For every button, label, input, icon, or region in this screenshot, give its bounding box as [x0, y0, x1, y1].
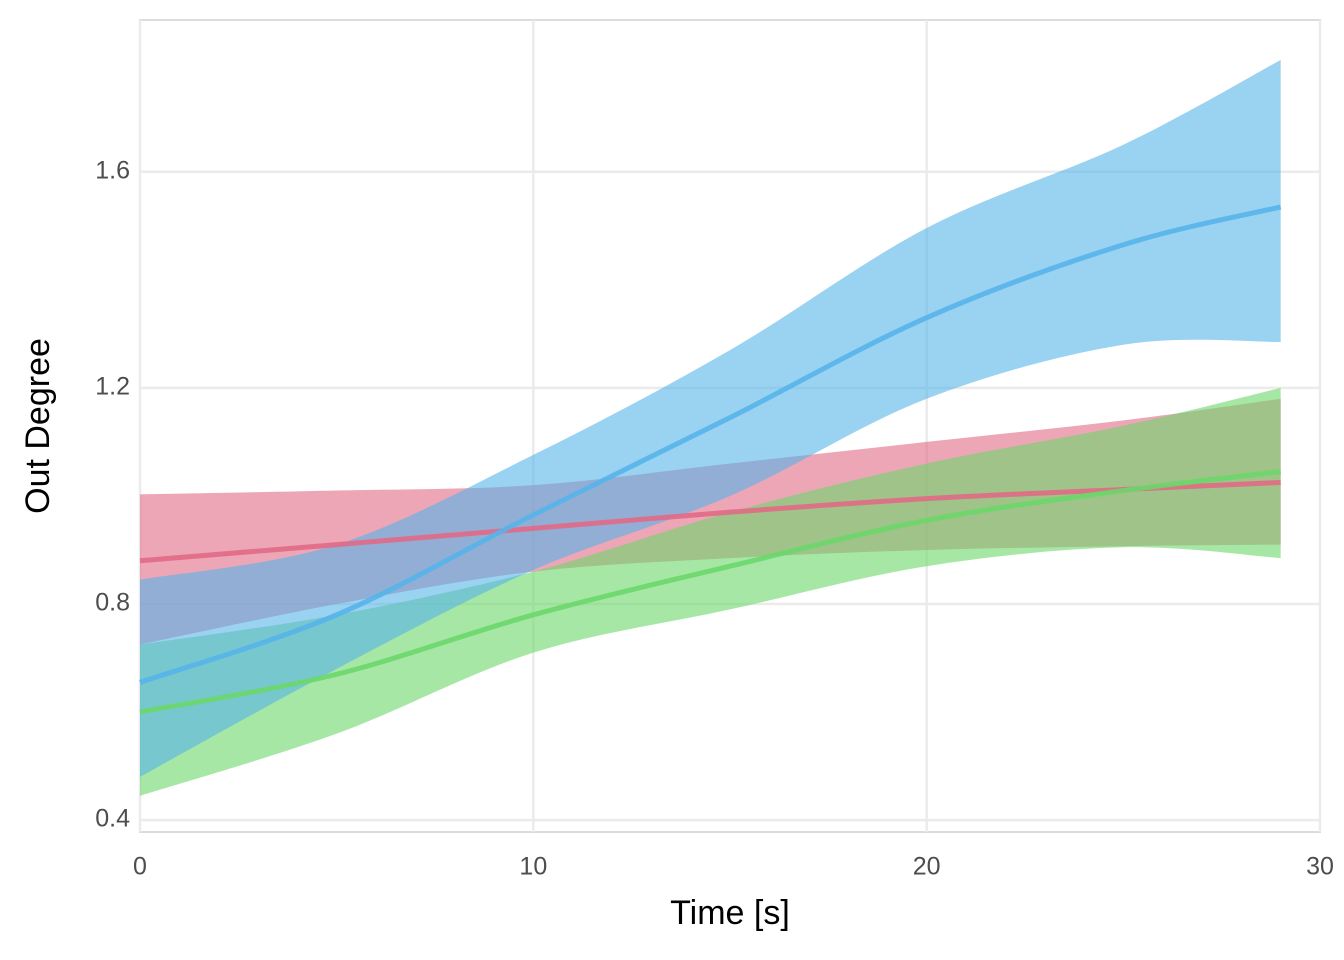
x-axis-title: Time [s] [670, 894, 790, 932]
line [139, 469, 1281, 715]
x-tick-label: 20 [913, 853, 941, 881]
line [139, 204, 1282, 685]
x-tick-label: 30 [1306, 853, 1334, 881]
y-tick-label: 1.2 [95, 373, 130, 401]
y-tick-label: 0.4 [95, 805, 130, 833]
confidence-band [140, 387, 1281, 796]
y-tick-label: 1.6 [95, 156, 130, 184]
confidence-band [140, 59, 1281, 777]
y-axis-title: Out Degree [19, 338, 57, 514]
y-tick-label: 0.8 [95, 589, 130, 617]
x-tick-label: 10 [519, 853, 547, 881]
x-tick-label: 0 [133, 853, 147, 881]
